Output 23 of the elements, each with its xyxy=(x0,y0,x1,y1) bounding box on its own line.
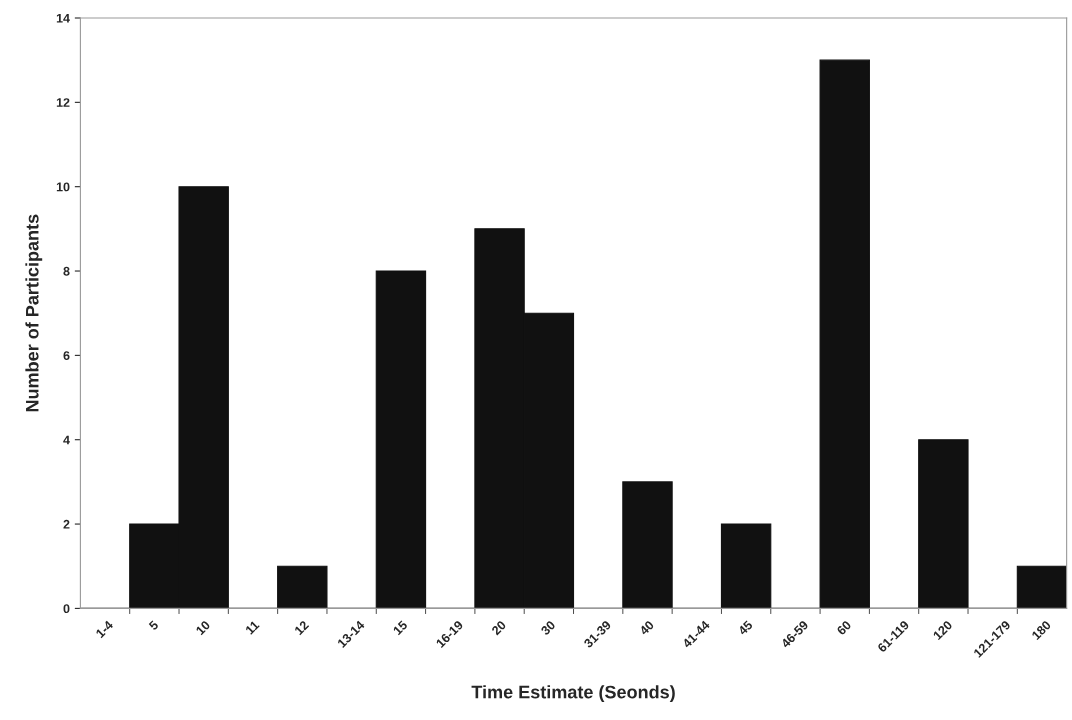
y-tick-label: 10 xyxy=(56,182,70,192)
y-axis-title: Number of Participants xyxy=(25,214,43,412)
x-axis-title: Time Estimate (Seonds) xyxy=(471,685,675,703)
x-tick-label: 40 xyxy=(638,620,655,636)
x-tick-label: 180 xyxy=(1031,620,1052,641)
x-tick-label: 12 xyxy=(294,620,310,636)
x-tick-label: 120 xyxy=(932,620,953,641)
x-tick-label: 20 xyxy=(491,620,507,636)
x-tick-label: 60 xyxy=(836,620,852,636)
y-tick-label: 2 xyxy=(63,519,70,529)
x-tick-label: 5 xyxy=(148,620,159,631)
y-tick-label: 14 xyxy=(56,13,70,23)
y-tick-label: 0 xyxy=(63,604,70,614)
x-tick-label: 1-4 xyxy=(95,619,114,639)
x-tick-label: 30 xyxy=(540,620,556,636)
y-tick-label: 12 xyxy=(56,98,70,107)
y-tick-label: 8 xyxy=(63,266,70,276)
x-tick-label: 45 xyxy=(737,620,754,636)
x-tick-label: 15 xyxy=(392,620,408,636)
x-tick-label: 10 xyxy=(195,620,211,636)
y-tick-label: 6 xyxy=(63,351,70,361)
y-tick-label: 4 xyxy=(63,435,70,445)
x-tick-label: 11 xyxy=(245,620,260,635)
